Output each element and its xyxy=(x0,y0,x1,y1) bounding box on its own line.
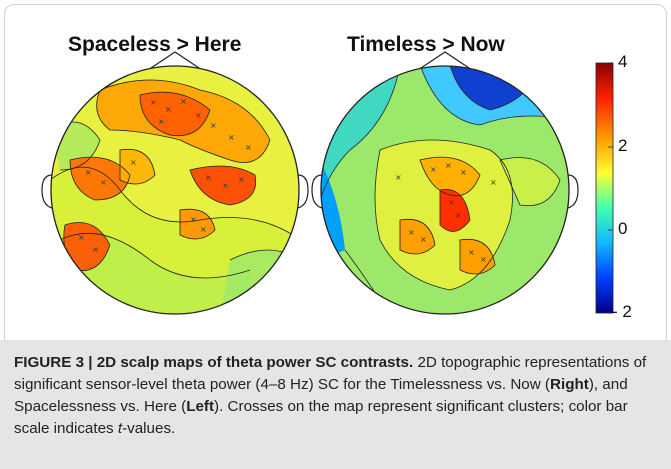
caption-text-1: 2D topographic representations of signif… xyxy=(14,354,647,393)
svg-text:×: × xyxy=(85,168,92,177)
svg-text:×: × xyxy=(200,225,207,234)
colorbar xyxy=(595,62,614,314)
svg-text:×: × xyxy=(395,173,402,182)
caption-text-2: ), and Spacelessness vs. Here ( xyxy=(14,376,628,415)
svg-text:×: × xyxy=(468,248,475,257)
caption-left-word: Left xyxy=(186,398,215,415)
svg-text:×: × xyxy=(245,143,252,152)
svg-text:×: × xyxy=(420,235,427,244)
svg-text:×: × xyxy=(150,98,157,107)
svg-text:×: × xyxy=(78,233,85,242)
left-nose xyxy=(147,51,203,71)
colorbar-ticks xyxy=(608,62,613,314)
svg-text:×: × xyxy=(165,105,172,114)
caption-t-italic: t xyxy=(117,420,123,437)
left-scalp-map: ××× ×× × ××× ××× ××× ××× xyxy=(51,66,299,314)
svg-text:×: × xyxy=(480,255,487,264)
svg-text:×: × xyxy=(100,178,107,187)
caption-label: FIGURE 3 | 2D scalp maps of theta power … xyxy=(14,354,414,371)
right-ear-left xyxy=(311,174,323,209)
svg-text:×: × xyxy=(448,198,455,207)
colorbar-tick-neg2: - 2 xyxy=(612,302,632,321)
caption-right-word: Right xyxy=(550,376,589,393)
left-head-outline xyxy=(50,65,300,315)
svg-text:×: × xyxy=(228,133,235,142)
svg-text:×: × xyxy=(190,215,197,224)
svg-text:×: × xyxy=(205,173,212,182)
right-ear-right xyxy=(567,174,579,209)
figure-caption: FIGURE 3 | 2D scalp maps of theta power … xyxy=(14,352,659,440)
colorbar-tick-2: 2 xyxy=(618,136,628,155)
right-nose xyxy=(417,51,473,71)
svg-text:×: × xyxy=(195,111,202,120)
caption-background xyxy=(0,340,671,469)
svg-text:×: × xyxy=(430,165,437,174)
right-map-title: Timeless > Now xyxy=(347,33,505,56)
colorbar-tick-4: 4 xyxy=(618,52,628,71)
svg-text:×: × xyxy=(130,158,137,167)
svg-text:×: × xyxy=(92,245,99,254)
right-head-outline xyxy=(320,65,570,315)
svg-text:×: × xyxy=(445,161,452,170)
svg-text:×: × xyxy=(180,97,187,106)
svg-text:×: × xyxy=(490,178,497,187)
svg-text:×: × xyxy=(455,211,462,220)
svg-text:×: × xyxy=(460,168,467,177)
caption-text-3: ). Crosses on the map represent signific… xyxy=(14,398,628,437)
left-ear-left xyxy=(41,174,53,209)
svg-text:×: × xyxy=(158,117,165,126)
left-map-title: Spaceless > Here xyxy=(68,33,242,56)
svg-text:×: × xyxy=(222,181,229,190)
svg-text:×: × xyxy=(210,121,217,130)
svg-text:×: × xyxy=(238,175,245,184)
left-ear-right xyxy=(297,174,309,209)
colorbar-tick-0: 0 xyxy=(618,219,628,238)
svg-text:×: × xyxy=(408,228,415,237)
caption-text-4: -values. xyxy=(122,420,176,437)
